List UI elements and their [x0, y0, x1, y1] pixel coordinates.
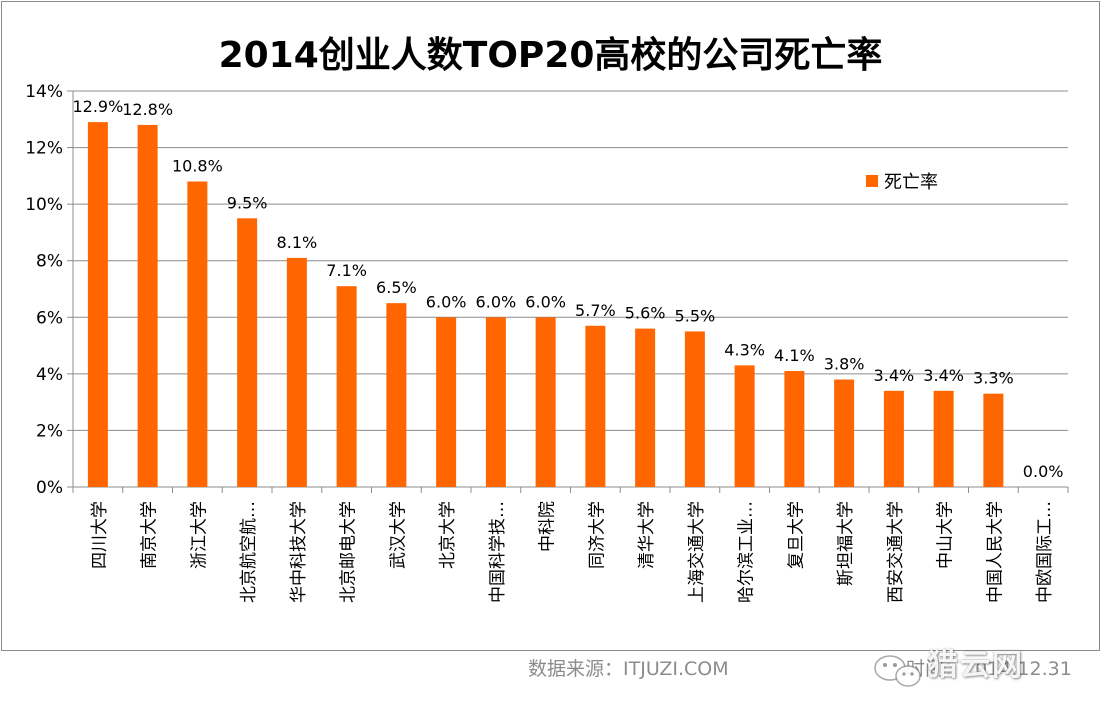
bar: [983, 393, 1004, 487]
bar: [187, 181, 208, 487]
data-label: 12.9%: [72, 97, 123, 116]
bar: [436, 317, 457, 487]
category-label: 斯坦福大学: [836, 501, 856, 586]
data-label: 5.5%: [675, 306, 716, 325]
footer: [0, 651, 1101, 721]
data-label: 7.1%: [326, 261, 367, 280]
bar: [485, 317, 506, 487]
y-tick-label: 6%: [36, 308, 63, 328]
data-label: 12.8%: [122, 100, 173, 119]
bar: [933, 390, 954, 487]
category-label: 武汉大学: [388, 501, 408, 569]
data-label: 8.1%: [277, 233, 318, 252]
bar: [237, 218, 258, 488]
data-label: 6.0%: [525, 292, 566, 311]
source-note: 数据来源：ITJUZI.COM: [528, 658, 729, 680]
y-tick-label: 12%: [25, 139, 63, 159]
category-label: 中欧国际工…: [1035, 501, 1055, 603]
category-label: 四川大学: [90, 501, 110, 569]
legend-label: 死亡率: [884, 172, 938, 193]
bar: [684, 331, 705, 487]
data-label: 3.4%: [874, 366, 915, 385]
category-label: 西安交通大学: [886, 501, 906, 603]
data-label: 5.7%: [575, 301, 616, 320]
bar: [286, 257, 307, 487]
bars: [87, 122, 1004, 488]
axes: [67, 90, 1069, 493]
bar-chart: 0% 2% 4% 6% 8% 10% 12% 14% 12.9%12.8% 10.8%9.5% 8…: [25, 82, 1069, 603]
data-label: 9.5%: [227, 193, 268, 212]
bar: [883, 390, 904, 487]
category-label: 北京大学: [438, 501, 458, 569]
data-label: 3.4%: [923, 366, 964, 385]
data-labels: 12.9%12.8% 10.8%9.5% 8.1% 7.1% 6.5% 6.0% 6.0% 6…: [72, 97, 1063, 481]
date-note: 时间：2014.12.31: [906, 658, 1072, 680]
y-tick-label: 2%: [36, 421, 63, 441]
category-label: 中国人民大学: [985, 501, 1005, 603]
y-tick-label: 14%: [25, 82, 63, 102]
data-label: 6.0%: [426, 292, 467, 311]
category-labels: 四川大学 南京大学 浙江大学 北京航空航… 华中科技大学 北京邮电大学 武汉大学 北京大学 中国…: [90, 501, 1055, 603]
category-label: 哈尔滨工业…: [737, 501, 757, 603]
category-label: 中科院: [538, 501, 558, 552]
data-label: 4.1%: [774, 346, 815, 365]
category-label: 北京航空航…: [239, 501, 259, 603]
bar: [834, 379, 855, 487]
category-label: 中国科学技…: [488, 501, 508, 603]
category-label: 上海交通大学: [687, 501, 707, 603]
watermark-logo: [874, 655, 921, 687]
bar: [734, 365, 755, 487]
bar: [635, 328, 656, 487]
bar: [535, 317, 556, 487]
category-label: 清华大学: [637, 501, 657, 569]
watermark-text: 猎云网: [928, 648, 1024, 683]
y-tick-label: 0%: [36, 478, 63, 498]
data-label: 6.5%: [376, 278, 417, 297]
category-label: 北京邮电大学: [339, 501, 359, 603]
data-label: 10.8%: [172, 157, 223, 176]
bar: [336, 286, 357, 487]
data-label: 5.6%: [625, 304, 666, 323]
data-label: 3.8%: [824, 355, 865, 374]
wechat-icon: [874, 655, 921, 687]
gridlines: [73, 90, 1068, 431]
category-label: 南京大学: [140, 501, 160, 569]
data-label: 0.0%: [1023, 462, 1064, 481]
bar: [386, 303, 407, 487]
data-label: 3.3%: [973, 369, 1014, 388]
y-tick-labels: 0% 2% 4% 6% 8% 10% 12% 14%: [25, 82, 63, 498]
bar: [137, 124, 158, 487]
category-label: 华中科技大学: [289, 501, 309, 603]
category-label: 同济大学: [587, 501, 607, 569]
y-tick-label: 4%: [36, 365, 63, 385]
legend-swatch: [866, 175, 878, 187]
bar: [585, 325, 606, 487]
chart-title: 2014创业人数TOP20高校的公司死亡率: [218, 35, 883, 76]
legend: 死亡率: [866, 172, 938, 193]
bar: [87, 122, 108, 487]
bar: [784, 371, 805, 487]
data-label: 6.0%: [476, 292, 517, 311]
y-tick-label: 8%: [36, 252, 63, 272]
y-tick-label: 10%: [25, 195, 63, 215]
data-label: 4.3%: [724, 340, 765, 359]
category-label: 复旦大学: [786, 501, 806, 569]
category-label: 浙江大学: [189, 501, 209, 569]
category-label: 中山大学: [936, 501, 956, 569]
